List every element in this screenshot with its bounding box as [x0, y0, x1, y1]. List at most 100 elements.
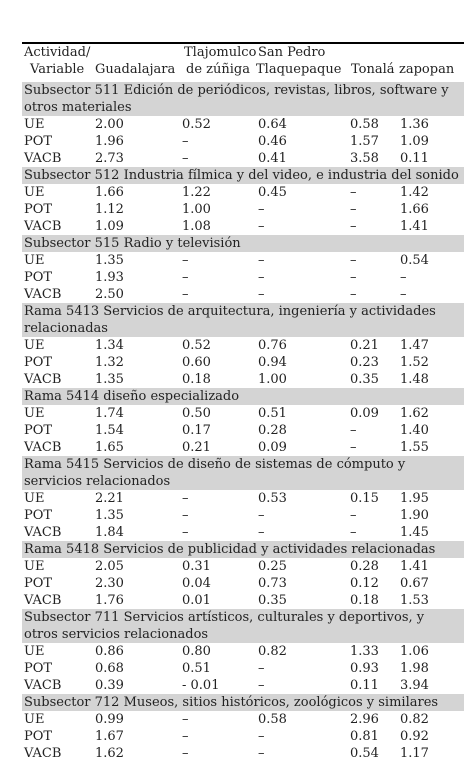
table-cell: 2.21	[95, 491, 124, 506]
table-cell: –	[182, 746, 189, 761]
table-row: UE 0.99 – 0.58 2.96 0.82	[22, 711, 464, 728]
table-cell: 1.00	[258, 372, 287, 387]
table-cell: –	[400, 270, 407, 285]
table-cell: 2.50	[95, 287, 124, 302]
table-cell: 1.34	[95, 338, 124, 353]
table-cell: 1.74	[95, 406, 124, 421]
table-cell: –	[350, 270, 357, 285]
table-row: POT 2.30 0.04 0.73 0.12 0.67	[22, 575, 464, 592]
table-cell: 0.81	[350, 729, 379, 744]
table-cell: 0.53	[258, 491, 287, 506]
header-actividad: Actividad/	[24, 45, 91, 60]
variable-label: VACB	[24, 678, 62, 693]
table-cell: 1.65	[95, 440, 124, 455]
table-cell: 0.73	[258, 576, 287, 591]
table-cell: –	[350, 219, 357, 234]
variable-label: UE	[24, 406, 45, 421]
header-tlaquepaque: Tlaquepaque	[256, 62, 342, 77]
variable-label: VACB	[24, 287, 62, 302]
table-cell: 0.52	[182, 117, 211, 132]
table-cell: 1.00	[182, 202, 211, 217]
table-cell: –	[258, 219, 265, 234]
table-cell: 0.99	[95, 712, 124, 727]
table-cell: 0.86	[95, 644, 124, 659]
table-cell: –	[258, 746, 265, 761]
table-cell: 1.48	[400, 372, 429, 387]
table-cell: 1.17	[400, 746, 429, 761]
table-cell: 0.67	[400, 576, 429, 591]
table-cell: 2.73	[95, 151, 124, 166]
table-cell: 0.52	[182, 338, 211, 353]
table-cell: 1.62	[400, 406, 429, 421]
variable-label: UE	[24, 644, 45, 659]
table-row: VACB 2.73 – 0.41 3.58 0.11	[22, 150, 464, 167]
variable-label: UE	[24, 253, 45, 268]
table-cell: 0.18	[350, 593, 379, 608]
variable-label: POT	[24, 729, 53, 744]
table-cell: –	[182, 712, 189, 727]
table-cell: –	[400, 287, 407, 302]
table-cell: 0.41	[258, 151, 287, 166]
variable-label: VACB	[24, 440, 62, 455]
header-de-zuniga: de zúñiga	[186, 62, 250, 77]
section-heading: Rama 5413 Servicios de arquitectura, ing…	[22, 303, 464, 337]
table-cell: –	[182, 729, 189, 744]
table-cell: 1.42	[400, 185, 429, 200]
table-cell: –	[258, 661, 265, 676]
table-cell: 3.58	[350, 151, 379, 166]
variable-label: UE	[24, 338, 45, 353]
table-cell: –	[350, 440, 357, 455]
table-cell: 1.57	[350, 134, 379, 149]
variable-label: POT	[24, 270, 53, 285]
variable-label: VACB	[24, 372, 62, 387]
table-cell: 0.82	[258, 644, 287, 659]
table-cell: 0.46	[258, 134, 287, 149]
table-row: VACB 0.39 - 0.01 – 0.11 3.94	[22, 677, 464, 694]
table-cell: –	[258, 287, 265, 302]
table-cell: 2.00	[95, 117, 124, 132]
table-cell: –	[350, 185, 357, 200]
table-cell: 1.90	[400, 508, 429, 523]
table-cell: 1.62	[95, 746, 124, 761]
header-tonala: Tonalá	[351, 62, 395, 77]
table-row: POT 1.93 – – – –	[22, 269, 464, 286]
table-cell: –	[258, 270, 265, 285]
variable-label: POT	[24, 423, 53, 438]
variable-label: UE	[24, 712, 45, 727]
table-cell: 3.94	[400, 678, 429, 693]
table-row: POT 1.54 0.17 0.28 – 1.40	[22, 422, 464, 439]
table-row: UE 1.66 1.22 0.45 – 1.42	[22, 184, 464, 201]
table-cell: 1.41	[400, 219, 429, 234]
variable-label: POT	[24, 134, 53, 149]
table-cell: 1.67	[95, 729, 124, 744]
table-cell: 2.05	[95, 559, 124, 574]
table-cell: –	[182, 151, 189, 166]
table-cell: –	[182, 134, 189, 149]
table-row: POT 1.67 – – 0.81 0.92	[22, 728, 464, 745]
table-cell: 1.09	[400, 134, 429, 149]
table-cell: 0.94	[258, 355, 287, 370]
table-cell: 0.17	[182, 423, 211, 438]
table-cell: 0.15	[350, 491, 379, 506]
table-cell: 0.93	[350, 661, 379, 676]
table-cell: 0.64	[258, 117, 287, 132]
table-cell: –	[258, 202, 265, 217]
table-cell: 0.35	[350, 372, 379, 387]
table-cell: 0.50	[182, 406, 211, 421]
table-cell: 2.96	[350, 712, 379, 727]
table-cell: 0.12	[350, 576, 379, 591]
table-cell: 1.76	[95, 593, 124, 608]
table-cell: 0.82	[400, 712, 429, 727]
table-cell: –	[350, 423, 357, 438]
header-san-pedro: San Pedro	[258, 45, 326, 60]
table-row: POT 1.96 – 0.46 1.57 1.09	[22, 133, 464, 150]
table-row: UE 0.86 0.80 0.82 1.33 1.06	[22, 643, 464, 660]
section-heading: Rama 5415 Servicios de diseño de sistema…	[22, 456, 464, 490]
table-cell: 1.41	[400, 559, 429, 574]
table-cell: 1.08	[182, 219, 211, 234]
table-cell: 1.66	[95, 185, 124, 200]
table-row: UE 1.34 0.52 0.76 0.21 1.47	[22, 337, 464, 354]
table-cell: 1.98	[400, 661, 429, 676]
table-cell: –	[182, 525, 189, 540]
table-cell: 1.40	[400, 423, 429, 438]
